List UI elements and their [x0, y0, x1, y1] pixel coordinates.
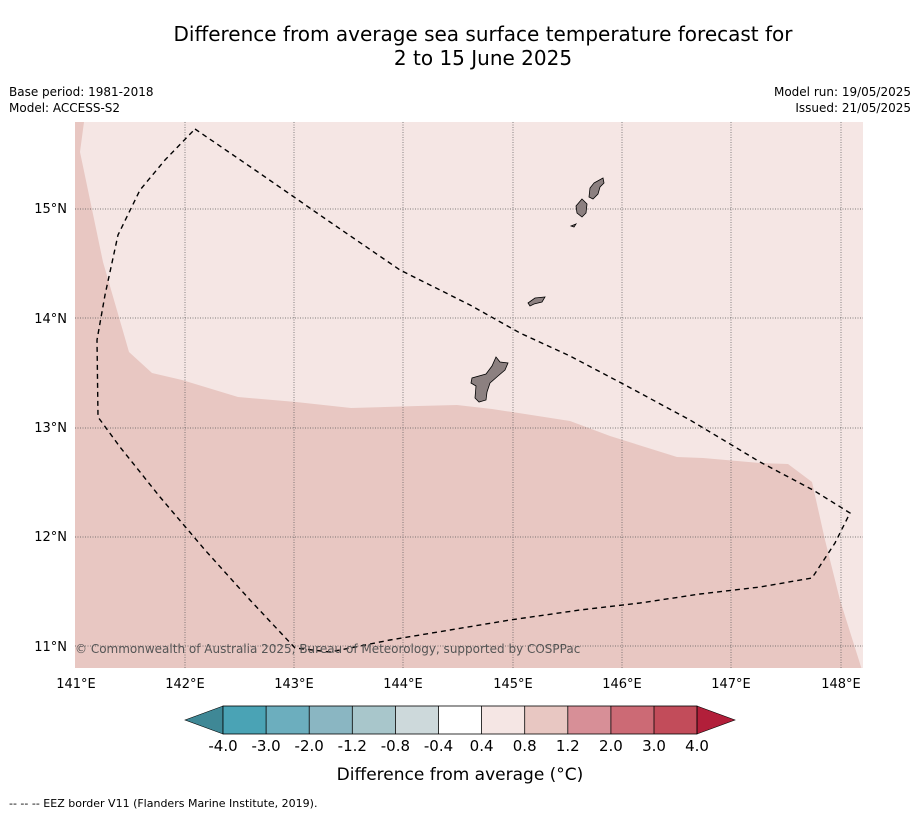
- lat-label-11n: 11°N: [34, 640, 67, 655]
- colorbar-swatch-2: [266, 706, 310, 734]
- lon-label-143e: 143°E: [274, 677, 314, 692]
- colorbar-tick-label: -2.0: [295, 737, 324, 755]
- tinian-island: [575, 198, 588, 218]
- eez-legend-note: -- -- -- EEZ border V11 (Flanders Marine…: [9, 797, 318, 810]
- lon-label-148e: 148°E: [821, 677, 861, 692]
- colorbar-extend-low: [184, 705, 224, 735]
- copyright-notice: © Commonwealth of Australia 2025, Bureau…: [75, 642, 580, 656]
- colorbar-swatch-1: [223, 706, 267, 734]
- colorbar-extend-high: [696, 705, 736, 735]
- colorbar-tick-label: 3.0: [642, 737, 666, 755]
- colorbar-swatch-4: [352, 706, 396, 734]
- guam-island: [470, 356, 509, 403]
- colorbar-swatch-7: [481, 706, 525, 734]
- colorbar-frame: [222, 705, 698, 735]
- saipan-island: [588, 177, 605, 200]
- map-area: [75, 122, 863, 668]
- title-line-2: 2 to 15 June 2025: [393, 46, 573, 70]
- colorbar-tick-label: -0.8: [381, 737, 410, 755]
- colorbar-tick-label: 0.4: [470, 737, 494, 755]
- lat-label-13n: 13°N: [34, 421, 67, 436]
- eez-border: [96, 128, 851, 653]
- islands: [470, 177, 605, 403]
- lat-label-15n: 15°N: [34, 202, 67, 217]
- colorbar-tick-label: 4.0: [685, 737, 709, 755]
- lat-label-14n: 14°N: [34, 312, 67, 327]
- longitude-labels: 141°E 142°E 143°E 144°E 145°E 146°E 147°…: [56, 677, 861, 692]
- colorbar-tick-label: -3.0: [251, 737, 280, 755]
- model-name: Model: ACCESS-S2: [9, 101, 121, 115]
- model-run: Model run: 19/05/2025: [773, 85, 911, 99]
- title-line-1: Difference from average sea surface temp…: [173, 22, 793, 46]
- colorbar-tick-label: -0.4: [424, 737, 453, 755]
- colorbar-swatch-3: [309, 706, 353, 734]
- colorbar-tick-label: -1.2: [338, 737, 367, 755]
- lon-label-141e: 141°E: [56, 677, 96, 692]
- lon-label-144e: 144°E: [383, 677, 423, 692]
- colorbar-title: Difference from average (°C): [337, 765, 584, 785]
- lon-label-146e: 146°E: [602, 677, 642, 692]
- colorbar-swatch-6: [438, 706, 482, 734]
- colorbar-swatch-5: [395, 706, 439, 734]
- colorbar-swatch-9: [567, 706, 611, 734]
- colorbar-swatch-10: [610, 706, 654, 734]
- colorbar-tick-label: 2.0: [599, 737, 623, 755]
- chart-title: Difference from average sea surface temp…: [0, 22, 919, 70]
- rota-island: [527, 296, 546, 307]
- colorbar-swatch-11: [654, 706, 697, 734]
- colorbar-tick-label: -4.0: [208, 737, 237, 755]
- aguijan-island: [569, 223, 578, 228]
- lon-label-145e: 145°E: [493, 677, 533, 692]
- issued-date: Issued: 21/05/2025: [795, 101, 911, 115]
- colorbar-tick-label: 1.2: [556, 737, 580, 755]
- colorbar-swatch-8: [524, 706, 568, 734]
- base-period: Base period: 1981-2018: [9, 85, 154, 99]
- colorbar-tick-label: 0.8: [513, 737, 537, 755]
- lat-label-12n: 12°N: [34, 530, 67, 545]
- graticule: [75, 122, 863, 668]
- meta-right: Model run: 19/05/2025 Issued: 21/05/2025: [774, 84, 911, 116]
- latitude-labels: 15°N 14°N 13°N 12°N 11°N: [34, 202, 67, 655]
- lon-label-147e: 147°E: [711, 677, 751, 692]
- colorbar: -4.0 -3.0 -2.0 -1.2 -0.8 -0.4 0.4 0.8 1.…: [184, 705, 736, 785]
- lon-label-142e: 142°E: [165, 677, 205, 692]
- meta-left: Base period: 1981-2018 Model: ACCESS-S2: [9, 84, 154, 116]
- anomaly-band-medium: [75, 122, 862, 668]
